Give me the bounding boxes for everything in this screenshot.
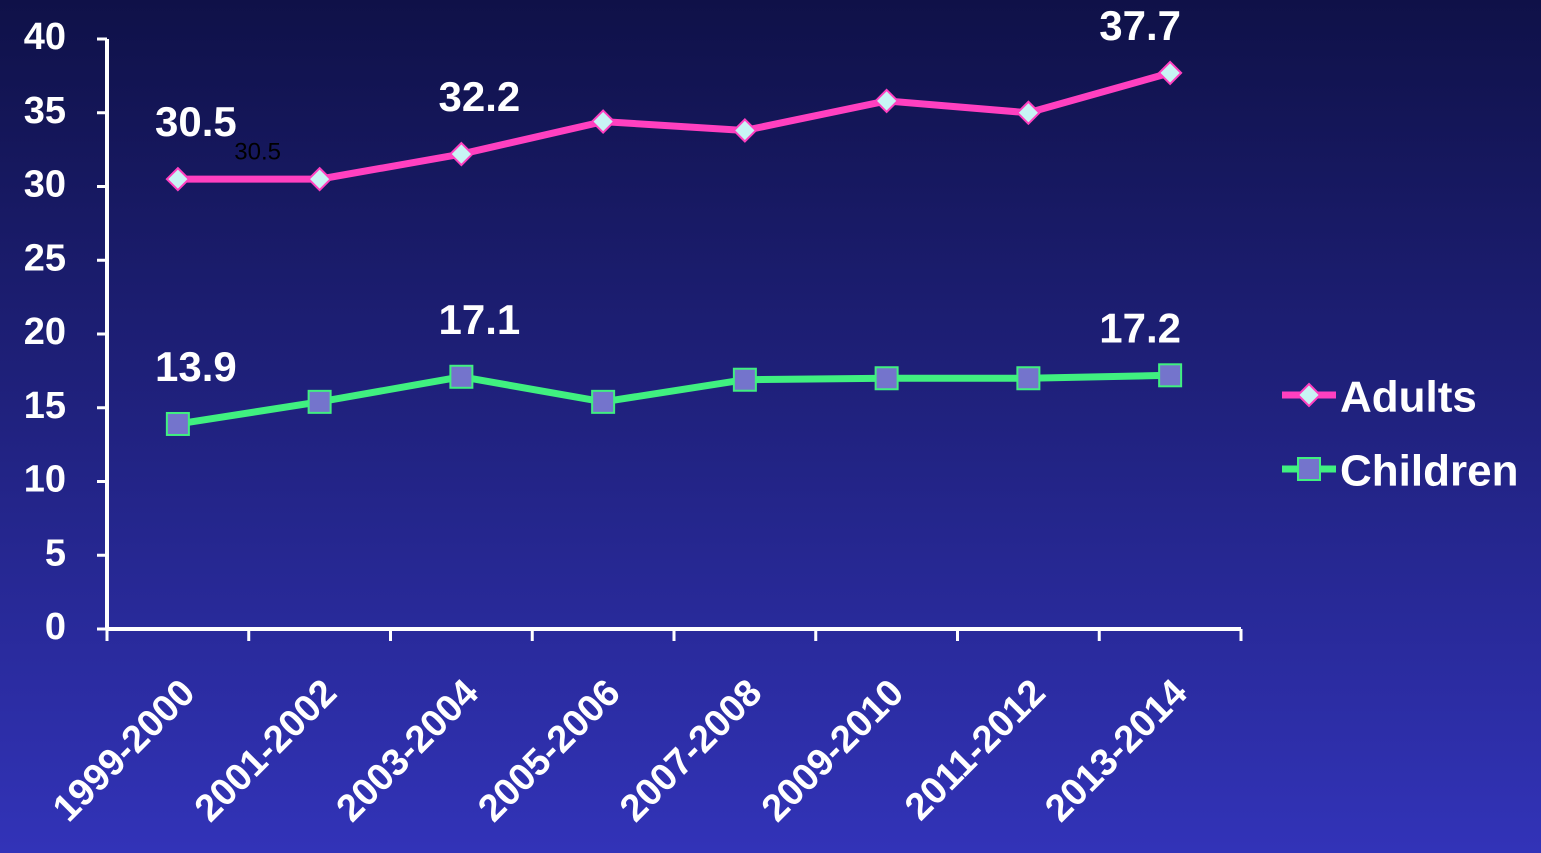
marker [732, 118, 758, 143]
y-tick-label: 30 [24, 164, 66, 206]
data-label: 17.2 [1099, 304, 1181, 351]
marker [874, 88, 900, 114]
legend-label: Children [1340, 447, 1518, 496]
marker [449, 364, 474, 389]
data-label: 30.5 [155, 98, 237, 145]
data-label: 13.9 [155, 343, 237, 390]
legend-label: Adults [1340, 373, 1477, 422]
marker [1158, 363, 1183, 388]
y-tick-label: 0 [45, 606, 66, 648]
marker [165, 166, 191, 192]
y-tick-label: 10 [24, 459, 66, 501]
y-tick-label: 5 [45, 532, 66, 574]
marker [307, 389, 332, 414]
data-label: 17.1 [439, 296, 521, 343]
data-label: 32.2 [439, 73, 521, 120]
legend-marker [1296, 382, 1322, 408]
y-tick-label: 20 [24, 311, 66, 353]
y-tick-label: 25 [24, 237, 66, 279]
marker [1015, 100, 1041, 126]
y-tick-label: 40 [24, 16, 66, 58]
marker [1016, 366, 1041, 391]
data-label: 30.5 [234, 138, 281, 165]
marker [448, 141, 474, 167]
series-line [177, 69, 1172, 183]
series-line [177, 371, 1171, 428]
marker [732, 367, 757, 392]
legend-marker [1297, 457, 1321, 481]
marker [1157, 60, 1183, 86]
marker [591, 389, 616, 414]
marker [874, 366, 899, 391]
marker [307, 166, 333, 192]
data-label: 37.7 [1099, 2, 1181, 49]
marker [590, 109, 616, 135]
marker [165, 411, 190, 436]
y-tick-label: 15 [24, 385, 66, 427]
y-tick-label: 35 [24, 90, 66, 132]
